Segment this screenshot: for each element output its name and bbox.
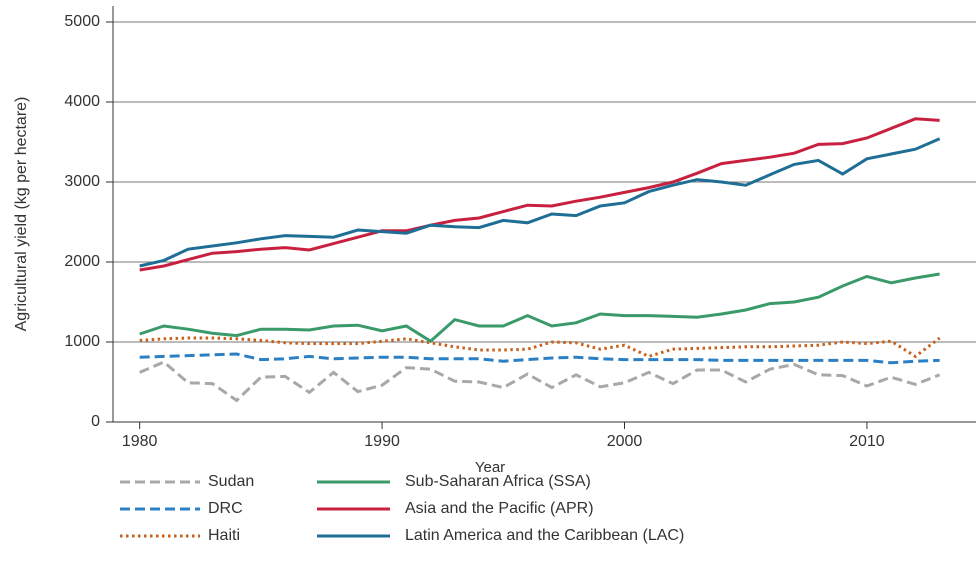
y-tick-label: 4000	[64, 93, 100, 110]
series-line	[139, 360, 941, 403]
y-tick-label: 1000	[64, 333, 100, 350]
series-line	[139, 336, 941, 359]
x-tick-label: 2010	[849, 433, 885, 450]
legend-label: Sub-Saharan Africa (SSA)	[405, 473, 591, 490]
legend-label: DRC	[208, 500, 243, 517]
y-tick-label: 2000	[64, 253, 100, 270]
x-tick-label: 1990	[364, 433, 400, 450]
series-line	[139, 137, 941, 268]
legend-label: Haiti	[208, 527, 240, 544]
legend-label: Sudan	[208, 473, 254, 490]
x-tick-label: 1980	[122, 433, 158, 450]
y-tick-label: 5000	[64, 13, 100, 30]
series-line	[139, 272, 940, 344]
legend-label: Latin America and the Caribbean (LAC)	[405, 527, 684, 544]
y-tick-label: 0	[91, 413, 100, 430]
series-line	[139, 117, 940, 272]
y-axis-label: Agricultural yield (kg per hectare)	[13, 97, 30, 332]
x-tick-label: 2000	[607, 433, 643, 450]
series-line	[139, 352, 940, 365]
y-tick-label: 3000	[64, 173, 100, 190]
x-axis-label: Year	[475, 459, 505, 476]
legend-label: Asia and the Pacific (APR)	[405, 500, 594, 517]
